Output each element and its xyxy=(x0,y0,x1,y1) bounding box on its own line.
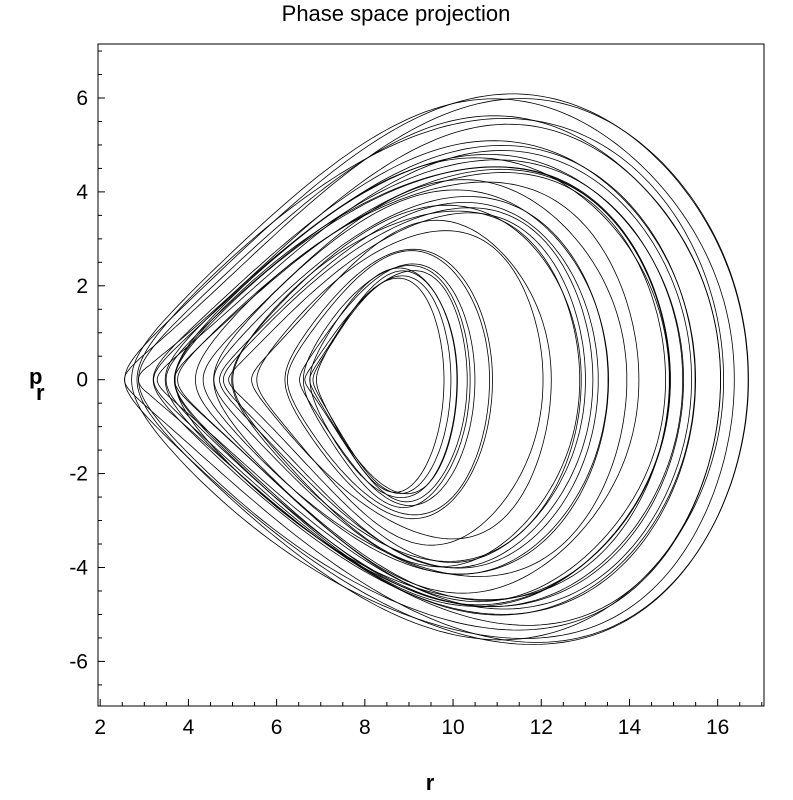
y-axis-label: p r xyxy=(29,364,45,405)
trajectory-segment xyxy=(299,263,476,507)
y-tick-label: 2 xyxy=(76,275,88,298)
trajectory-segment xyxy=(156,150,692,610)
x-tick-label: 14 xyxy=(618,716,642,739)
trajectory-segment xyxy=(304,270,468,503)
trajectory-segment xyxy=(152,140,697,615)
trajectory-segment xyxy=(213,196,609,575)
trajectory-segment xyxy=(173,166,671,607)
trajectory-segment xyxy=(309,267,458,498)
y-axis-label-subscript: r xyxy=(36,380,45,405)
trajectory-segment xyxy=(174,166,671,606)
x-tick-label: 2 xyxy=(94,716,106,739)
trajectory-segment xyxy=(124,93,749,645)
trajectory-segment xyxy=(153,144,696,616)
trajectory-segment xyxy=(131,98,735,639)
y-tick-label: 6 xyxy=(76,87,88,110)
trajectory-segment xyxy=(312,275,452,494)
trajectory-segment xyxy=(177,172,667,603)
x-tick-label: 12 xyxy=(530,716,553,739)
x-tick-label: 16 xyxy=(706,716,729,739)
trajectory-segment xyxy=(228,212,586,563)
x-tick-label: 10 xyxy=(441,716,464,739)
trajectory-segment xyxy=(222,207,594,569)
trajectory-segment xyxy=(303,265,471,508)
x-tick-label: 8 xyxy=(359,716,371,739)
x-tick-label: 6 xyxy=(271,716,283,739)
trajectory-segment xyxy=(251,219,552,540)
trajectory-layer xyxy=(124,93,749,645)
x-tick-label: 4 xyxy=(183,716,195,739)
y-tick-label: -6 xyxy=(69,650,88,673)
trajectory-segment xyxy=(287,250,490,516)
trajectory-segment xyxy=(165,159,684,608)
trajectory-segment xyxy=(124,98,749,643)
trajectory-segment xyxy=(219,202,599,569)
x-axis-label: r xyxy=(426,770,435,795)
trajectory-segment xyxy=(174,168,671,601)
trajectory-segment xyxy=(316,277,445,493)
trajectory-segment xyxy=(138,123,721,626)
y-axis-label-main: p xyxy=(29,364,42,389)
x-axis: 2 4 6 8 10 12 14 16 xyxy=(94,699,763,739)
trajectory-segment xyxy=(232,210,581,568)
trajectory-segment xyxy=(136,117,725,641)
y-tick-label: 4 xyxy=(76,181,88,204)
y-tick-label: 0 xyxy=(76,369,88,392)
trajectory-segment xyxy=(284,248,493,520)
trajectory-segment xyxy=(202,179,628,577)
trajectory-segment xyxy=(164,154,685,607)
trajectory-segment xyxy=(256,230,544,546)
trajectory-segment xyxy=(231,204,582,562)
plot-frame xyxy=(97,43,765,707)
y-axis: -6 -4 -2 0 2 4 6 xyxy=(69,50,105,686)
y-tick-label: -4 xyxy=(69,556,88,579)
trajectory-segment xyxy=(309,270,458,495)
trajectory-segment xyxy=(194,181,640,594)
chart-title: Phase space projection xyxy=(282,1,511,26)
y-tick-label: -2 xyxy=(69,463,88,486)
trajectory-segment xyxy=(213,189,610,575)
trajectory-segment xyxy=(174,157,670,601)
